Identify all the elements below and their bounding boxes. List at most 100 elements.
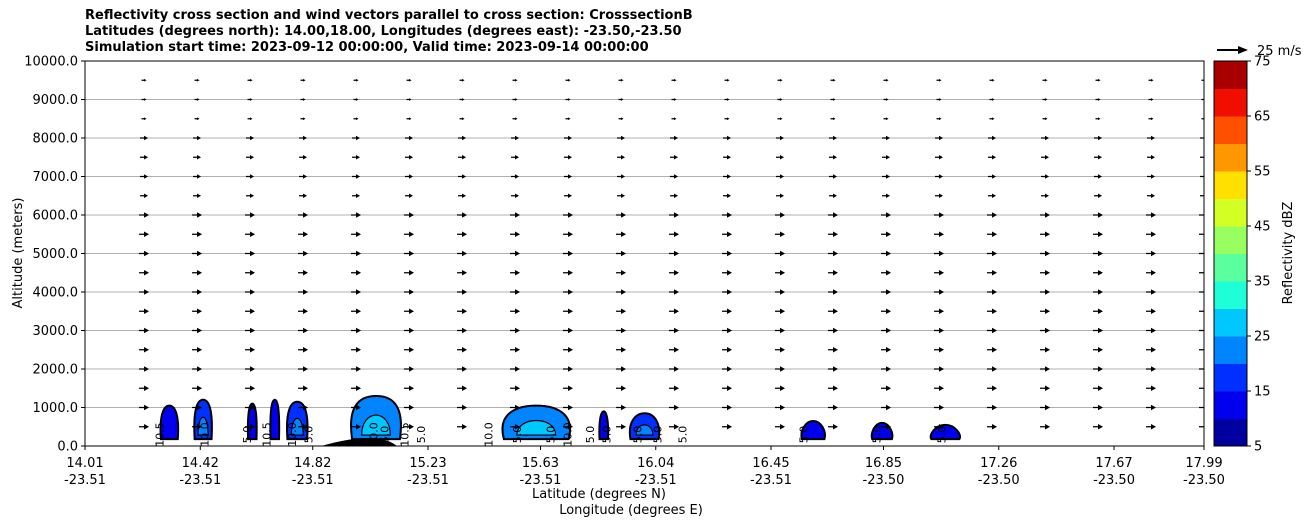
y-tick-label: 2000.0 bbox=[33, 363, 79, 378]
wind-vector bbox=[828, 308, 839, 315]
colorbar-segment bbox=[1214, 281, 1247, 309]
wind-vector bbox=[1093, 231, 1104, 238]
wind-vector bbox=[935, 174, 944, 179]
wind-vector bbox=[988, 155, 997, 160]
wind-vector bbox=[457, 423, 468, 430]
wind-vector bbox=[617, 193, 626, 198]
wind-vector bbox=[510, 308, 521, 315]
wind-vector bbox=[511, 155, 520, 160]
wind-vector bbox=[1094, 174, 1103, 179]
wind-vector bbox=[246, 135, 255, 141]
wind-vector bbox=[722, 231, 733, 238]
contour-label: 10.0 bbox=[561, 422, 574, 447]
wind-vector bbox=[934, 269, 945, 276]
wind-vector bbox=[1041, 135, 1050, 141]
chart-title-line-1: Reflectivity cross section and wind vect… bbox=[85, 8, 693, 23]
wind-vector bbox=[1148, 78, 1154, 82]
wind-vector bbox=[829, 193, 838, 198]
wind-vector bbox=[298, 269, 309, 276]
chart-title-line-2: Latitudes (degrees north): 14.00,18.00, … bbox=[85, 24, 682, 39]
x-axis: 14.01 -23.51 14.42 -23.51 14.82 -23.51 15.23 -2… bbox=[64, 446, 1225, 488]
wind-vector bbox=[563, 308, 574, 315]
wind-vector bbox=[457, 231, 468, 238]
wind-vector bbox=[1199, 308, 1204, 315]
wind-vector bbox=[298, 423, 309, 430]
wind-vector bbox=[1041, 155, 1050, 160]
wind-vector bbox=[564, 135, 573, 141]
wind-vector bbox=[722, 385, 733, 392]
wind-vector bbox=[1040, 423, 1051, 430]
wind-vector bbox=[405, 135, 414, 141]
wind-vector bbox=[192, 212, 203, 218]
wind-vector bbox=[299, 155, 308, 160]
colorbar-tick-label: 65 bbox=[1254, 110, 1271, 125]
wind-vector bbox=[353, 78, 359, 82]
colorbar-segment bbox=[1214, 226, 1247, 254]
wind-vector bbox=[141, 98, 147, 101]
y-tick-label: 5000.0 bbox=[33, 247, 79, 262]
wind-vector bbox=[563, 231, 574, 238]
wind-vector bbox=[245, 231, 256, 238]
wind-vector bbox=[987, 231, 998, 238]
wind-vector bbox=[1146, 366, 1157, 372]
colorbar-segment bbox=[1214, 198, 1247, 227]
echo-cell bbox=[269, 398, 281, 441]
wind-vector bbox=[1201, 117, 1204, 121]
wind-vector bbox=[1095, 98, 1101, 101]
wind-vector bbox=[406, 78, 412, 82]
wind-vector bbox=[245, 366, 256, 372]
wind-vector bbox=[830, 78, 836, 82]
wind-vector bbox=[1093, 308, 1104, 315]
wind-vector bbox=[1199, 385, 1204, 392]
wind-vector bbox=[775, 289, 786, 295]
wind-vector bbox=[989, 78, 995, 82]
x-tick-label-lat: 14.82 bbox=[294, 456, 331, 471]
x-tick-label-lon: -23.51 bbox=[407, 473, 449, 488]
wind-vector bbox=[934, 423, 945, 430]
x-tick-label-lat: 16.85 bbox=[865, 456, 902, 471]
wind-vector bbox=[777, 98, 783, 101]
wind-vector bbox=[298, 308, 309, 315]
wind-vector bbox=[670, 135, 679, 141]
colorbar-tick-label: 25 bbox=[1254, 330, 1271, 345]
x-axis-label-line-2: Longitude (degrees E) bbox=[559, 503, 703, 518]
wind-vector bbox=[458, 155, 467, 160]
wind-vector bbox=[404, 289, 415, 295]
wind-vector bbox=[1093, 212, 1104, 218]
wind-vector bbox=[404, 385, 415, 392]
wind-vector bbox=[246, 174, 255, 179]
wind-vector bbox=[936, 98, 942, 101]
contour-label: 5.0 bbox=[677, 426, 690, 444]
wind-vector bbox=[883, 78, 889, 82]
wind-vector bbox=[457, 385, 468, 392]
colorbar: 5 15 25 35 45 55 65 75 bbox=[1213, 55, 1271, 455]
wind-vector bbox=[776, 155, 785, 160]
wind-vector bbox=[563, 212, 574, 218]
wind-vector bbox=[245, 423, 256, 430]
wind-vector bbox=[140, 155, 149, 160]
wind-vector bbox=[404, 212, 415, 218]
contour-label: 5.0 bbox=[935, 426, 948, 444]
wind-vector bbox=[616, 212, 627, 218]
x-tick-label-lon: -23.51 bbox=[179, 473, 221, 488]
wind-vector bbox=[404, 269, 415, 276]
echo-cell bbox=[598, 410, 610, 441]
x-tick-label-lon: -23.51 bbox=[292, 473, 334, 488]
wind-vector bbox=[510, 385, 521, 392]
wind-vector bbox=[139, 250, 150, 257]
contour-label: 5.0 bbox=[511, 426, 524, 444]
wind-vector bbox=[1040, 385, 1051, 392]
contour-label: 10.0 bbox=[286, 422, 299, 447]
wind-vector bbox=[404, 327, 415, 334]
wind-vector bbox=[669, 327, 680, 334]
wind-vector bbox=[616, 269, 627, 276]
wind-vector bbox=[194, 98, 200, 101]
wind-vector bbox=[404, 231, 415, 238]
wind-vector bbox=[669, 212, 680, 218]
wind-vector bbox=[1148, 117, 1154, 121]
wind-vector bbox=[457, 308, 468, 315]
wind-vector bbox=[670, 174, 679, 179]
wind-vector bbox=[510, 212, 521, 218]
wind-vector bbox=[987, 308, 998, 315]
wind-vector bbox=[775, 308, 786, 315]
